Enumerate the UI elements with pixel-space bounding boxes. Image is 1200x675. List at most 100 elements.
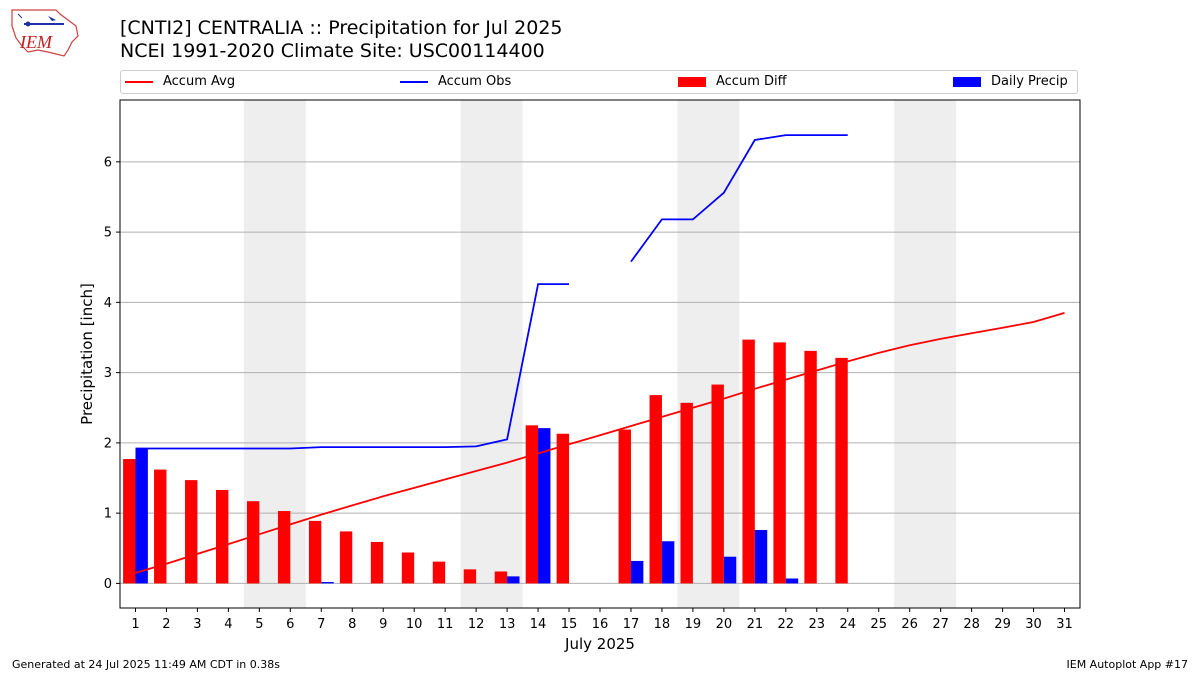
x-tick-label-15: 15 — [561, 617, 578, 632]
y-axis: 0 1 2 3 4 5 6 — [104, 155, 120, 592]
footer-app: IEM Autoplot App #17 — [1066, 658, 1189, 671]
bars — [123, 339, 848, 584]
accum-diff-bar-day-9 — [370, 541, 384, 584]
legend-swatch-accum-obs — [400, 80, 428, 83]
lines — [135, 134, 1065, 574]
x-tick-label-2: 2 — [162, 617, 170, 632]
daily-precip-bar-day-18 — [661, 541, 675, 584]
accum-diff-bar-day-1 — [123, 459, 136, 584]
x-tick-label-31: 31 — [1056, 617, 1073, 632]
x-tick-label-1: 1 — [131, 617, 139, 632]
accum-diff-bar-day-18 — [649, 395, 662, 584]
accum-diff-bar-day-7 — [308, 520, 322, 584]
legend-swatch-accum-avg — [125, 80, 153, 83]
accum-obs-line-segment-2 — [630, 134, 848, 263]
daily-precip-bar-day-20 — [723, 556, 737, 584]
legend: Accum Avg Accum Obs Accum Diff Daily Pre… — [120, 70, 1078, 94]
x-tick-label-3: 3 — [193, 617, 201, 632]
x-tick-label-12: 12 — [468, 617, 485, 632]
x-tick-label-19: 19 — [685, 617, 702, 632]
x-tick-label-13: 13 — [499, 617, 516, 632]
x-tick-label-28: 28 — [963, 617, 980, 632]
legend-swatch-accum-diff — [678, 76, 706, 87]
x-tick-label-6: 6 — [286, 617, 294, 632]
accum-diff-bar-day-2 — [154, 469, 167, 584]
y-tick-label-5: 5 — [104, 226, 112, 241]
x-tick-label-14: 14 — [530, 617, 547, 632]
x-tick-label-24: 24 — [839, 617, 856, 632]
accum-diff-bar-day-22 — [773, 342, 786, 584]
legend-item-daily-precip: Daily Precip — [953, 74, 1068, 90]
x-tick-label-27: 27 — [932, 617, 949, 632]
legend-label-accum-avg: Accum Avg — [163, 74, 236, 89]
x-tick-label-21: 21 — [747, 617, 764, 632]
y-tick-label-2: 2 — [104, 436, 112, 451]
accum-diff-bar-day-8 — [339, 531, 353, 584]
y-tick-label-0: 0 — [104, 577, 112, 592]
accum-diff-bar-day-4 — [216, 489, 229, 584]
y-tick-label-6: 6 — [104, 155, 112, 170]
x-tick-label-8: 8 — [348, 617, 356, 632]
x-tick-label-25: 25 — [870, 617, 887, 632]
iem-logo: IEM — [11, 9, 79, 57]
chart-subtitle: NCEI 1991-2020 Climate Site: USC00114400 — [120, 40, 545, 62]
x-tick-label-16: 16 — [592, 617, 609, 632]
accum-diff-bar-day-12 — [463, 569, 477, 584]
legend-swatch-daily-precip — [953, 76, 981, 87]
accum-diff-bar-day-3 — [185, 480, 198, 584]
x-tick-label-7: 7 — [317, 617, 325, 632]
x-tick-label-20: 20 — [716, 617, 733, 632]
accum-diff-bar-day-17 — [618, 429, 631, 584]
weekend-band-4 — [894, 100, 957, 608]
legend-item-accum-obs: Accum Obs — [400, 74, 511, 90]
x-tick-label-29: 29 — [994, 617, 1011, 632]
legend-label-accum-obs: Accum Obs — [438, 74, 512, 89]
chart-title: [CNTI2] CENTRALIA :: Precipitation for J… — [120, 17, 563, 39]
legend-item-accum-diff: Accum Diff — [678, 74, 787, 90]
daily-precip-bar-day-14 — [538, 428, 551, 584]
daily-precip-bar-day-1 — [135, 448, 148, 584]
daily-precip-bar-day-22 — [785, 578, 799, 584]
accum-diff-bar-day-24 — [835, 357, 848, 584]
y-axis-label: Precipitation [inch] — [78, 283, 96, 425]
accum-diff-bar-day-21 — [742, 339, 755, 584]
accum-avg-line-segment-1 — [135, 312, 1065, 574]
x-tick-label-18: 18 — [654, 617, 671, 632]
x-tick-label-30: 30 — [1025, 617, 1042, 632]
y-tick-label-3: 3 — [104, 366, 112, 381]
footer-generated: Generated at 24 Jul 2025 11:49 AM CDT in… — [12, 658, 280, 671]
daily-precip-bar-day-7 — [321, 582, 334, 584]
x-axis: 1 2 3 4 5 6 7 8 9 10 11 12 13 14 15 16 17 18 19 20 21 22 23 24 2… — [131, 608, 1073, 632]
daily-precip-bar-day-21 — [754, 530, 768, 584]
legend-label-daily-precip: Daily Precip — [991, 74, 1068, 89]
accum-diff-bar-day-14 — [525, 425, 539, 584]
x-tick-label-10: 10 — [406, 617, 423, 632]
accum-obs-line-segment-1 — [135, 283, 569, 450]
accum-diff-bar-day-15 — [556, 433, 570, 584]
accum-diff-bar-day-19 — [680, 402, 693, 584]
x-tick-label-26: 26 — [901, 617, 918, 632]
accum-diff-bar-day-20 — [711, 384, 724, 584]
accum-diff-bar-day-23 — [804, 350, 817, 584]
daily-precip-bar-day-17 — [630, 560, 644, 584]
accum-diff-bar-day-5 — [246, 501, 260, 584]
y-tick-label-1: 1 — [104, 507, 112, 522]
daily-precip-bar-day-13 — [507, 576, 520, 584]
x-tick-label-11: 11 — [437, 617, 454, 632]
x-tick-label-23: 23 — [809, 617, 826, 632]
logo-text: IEM — [19, 32, 53, 52]
legend-label-accum-diff: Accum Diff — [716, 74, 787, 89]
accum-diff-bar-day-11 — [432, 561, 446, 584]
weekend-shading — [243, 100, 957, 608]
x-tick-label-9: 9 — [379, 617, 387, 632]
x-tick-label-17: 17 — [623, 617, 640, 632]
accum-diff-bar-day-6 — [277, 511, 291, 584]
accum-diff-bar-day-10 — [401, 552, 415, 584]
weekend-band-2 — [460, 100, 523, 608]
x-tick-label-5: 5 — [255, 617, 263, 632]
y-tick-label-4: 4 — [104, 296, 112, 311]
x-axis-label: July 2025 — [564, 635, 635, 653]
accum-diff-bar-day-13 — [494, 571, 508, 584]
x-tick-label-4: 4 — [224, 617, 232, 632]
